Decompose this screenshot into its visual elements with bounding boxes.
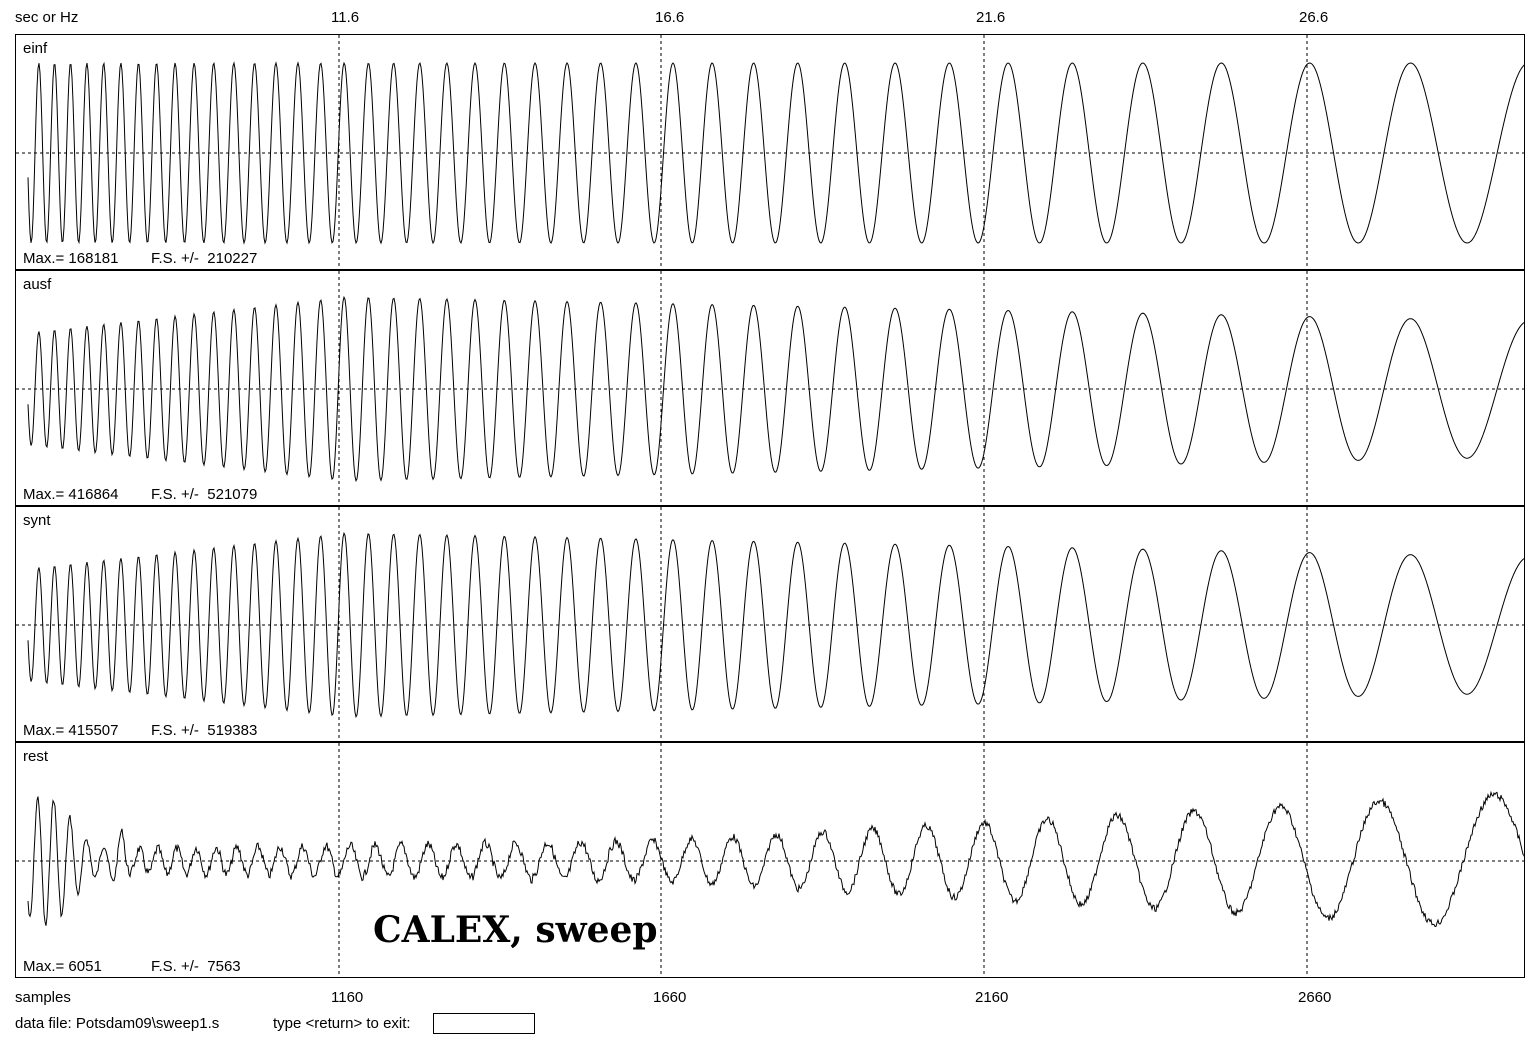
waveform-ausf <box>16 271 1524 505</box>
waveform-einf <box>16 35 1524 269</box>
top-tick-label-2: 16.6 <box>655 9 685 26</box>
waveform-rest <box>16 743 1524 977</box>
trace-fullscale-label: F.S. +/- 210227 <box>151 250 258 267</box>
waveform-synt <box>16 507 1524 741</box>
trace-fullscale-label: F.S. +/- 521079 <box>151 486 258 503</box>
top-tick-label-1: 11.6 <box>331 9 360 26</box>
trace-max-label: Max.= 6051 <box>23 958 102 975</box>
bottom-tick-label-4: 2660 <box>1298 989 1332 1006</box>
trace-max-label: Max.= 416864 <box>23 486 119 503</box>
trace-max-label: Max.= 415507 <box>23 722 119 739</box>
bottom-tick-label-2: 1660 <box>653 989 687 1006</box>
trace-panel-rest: rest Max.= 6051 F.S. +/- 7563 <box>15 742 1525 978</box>
top-tick-label-4: 26.6 <box>1299 9 1329 26</box>
trace-panel-einf: einf Max.= 168181 F.S. +/- 210227 <box>15 34 1525 270</box>
bottom-axis-unit-label: samples <box>15 989 71 1006</box>
bottom-tick-label-3: 2160 <box>975 989 1009 1006</box>
top-axis-unit-label: sec or Hz <box>15 9 79 26</box>
trace-panel-synt: synt Max.= 415507 F.S. +/- 519383 <box>15 506 1525 742</box>
top-tick-label-3: 21.6 <box>976 9 1006 26</box>
bottom-tick-label-1: 1160 <box>331 989 364 1006</box>
trace-line-einf <box>27 61 1524 245</box>
trace-line-synt <box>27 531 1524 719</box>
trace-name-label: einf <box>23 40 48 57</box>
plot-caption: CALEX, sweep <box>373 909 658 951</box>
trace-fullscale-label: F.S. +/- 7563 <box>151 958 241 975</box>
trace-line-ausf <box>27 295 1524 483</box>
data-file-label: data file: Potsdam09\sweep1.s <box>15 1015 220 1032</box>
trace-name-label: ausf <box>23 276 52 293</box>
exit-input[interactable] <box>433 1013 535 1034</box>
trace-fullscale-label: F.S. +/- 519383 <box>151 722 258 739</box>
exit-prompt-label: type <return> to exit: <box>273 1015 411 1032</box>
trace-line-rest <box>27 790 1524 928</box>
trace-name-label: synt <box>23 512 51 529</box>
trace-name-label: rest <box>23 748 49 765</box>
trace-panel-ausf: ausf Max.= 416864 F.S. +/- 521079 <box>15 270 1525 506</box>
trace-max-label: Max.= 168181 <box>23 250 119 267</box>
